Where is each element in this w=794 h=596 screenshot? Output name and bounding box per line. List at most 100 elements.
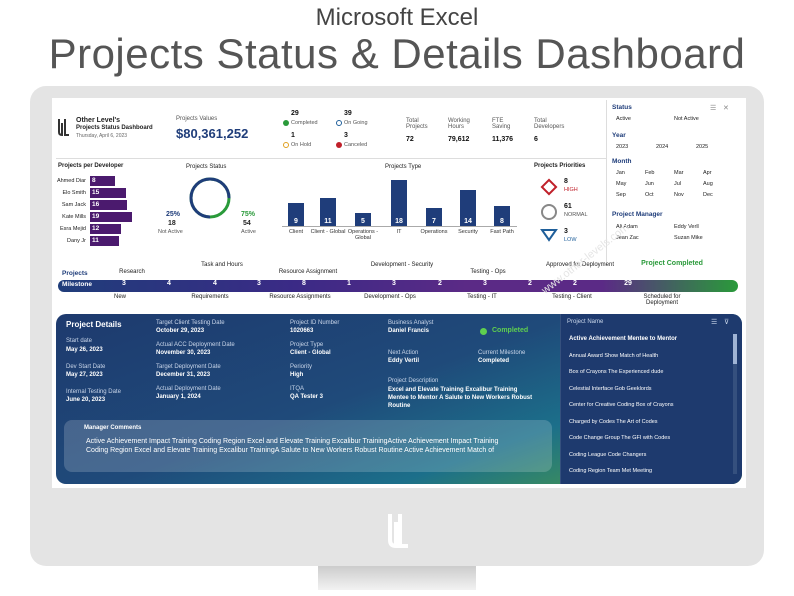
project-list-item[interactable]: Coding Region Team Met Meeting [569,468,653,474]
project-list-item[interactable]: Celestial Interface Gob Geeklords [569,385,652,392]
dev-name: Kate Mills [62,214,86,220]
current-milestone: Completed [478,358,510,364]
project-list-item[interactable]: Box of Crayons The Experienced dude [569,369,664,375]
slicer-year-2023[interactable]: 2023 [616,144,629,150]
project-id: 1020663 [290,328,314,334]
dev-name: Dany Jr [67,238,86,244]
slicer-month-item[interactable]: Nov [674,192,684,198]
type-category-label: Operations - Global [347,229,379,241]
status-donut-chart [189,177,231,219]
milestone-count: 3 [392,280,396,287]
dev-bar: 16 [90,200,128,210]
slicer-month-item[interactable]: Dec [703,192,713,198]
project-status: Completed [492,327,529,334]
active-count: 54 [243,220,251,227]
slicer-year-2025[interactable]: 2025 [696,144,709,150]
year-slicer-title: Year [612,132,626,139]
total-developers: 6 [534,136,538,143]
multiselect-icon[interactable]: ☰ [711,319,718,326]
header-subtitle: Microsoft Excel [315,4,479,31]
slicer-month-item[interactable]: Oct [645,192,654,198]
project-list-item[interactable]: Charged by Codes The Art of Codes [569,418,658,425]
filter-icon[interactable]: ⊽ [724,319,730,326]
slicer-month-item[interactable]: Feb [645,170,655,176]
dev-bar: 19 [90,212,132,222]
type-bar: 18 [391,180,407,226]
project-list-item[interactable]: Active Achievement Mentee to Mentor [569,336,678,342]
slicer-month-item[interactable]: Mar [674,170,684,176]
milestone-count: 2 [528,280,532,287]
dev-bar-value: 19 [92,213,100,220]
start-date-label: Start date [66,338,93,344]
type-bar-value: 5 [361,217,365,225]
project-type-label: Project Type [290,342,324,348]
milestone-stage-label: New [113,294,126,300]
project-list-item[interactable]: Code Change Group The GFI with Codes [569,435,671,441]
dev-bar-value: 11 [92,237,99,244]
milestone-count: 3 [483,280,487,287]
slicer-month-item[interactable]: Jun [645,181,654,187]
multiselect-icon[interactable]: ☰ [710,105,717,112]
canceled-count: 3 [344,132,348,139]
active-pct: 75% [241,211,256,218]
dashboard-title: Projects Status Dashboard [76,125,153,131]
type-chart-title: Projects Type [385,164,422,170]
slicer-month-item[interactable]: Aug [703,181,713,187]
normal-count: 61 [564,203,572,210]
dev-bar-value: 12 [92,225,100,232]
type-category-label: IT [396,229,402,235]
project-list-item[interactable]: Coding League Code Changers [569,451,647,458]
project-list: Project Name ☰ ⊽ Active Achievement Ment… [560,314,742,484]
not-active-count: 18 [168,220,176,227]
slicer-manager-item[interactable]: Jean Zac [616,235,639,241]
type-bar: 8 [494,205,510,226]
slicer-month-item[interactable]: Jul [674,181,682,187]
working-hours-label: Working Hours [448,118,470,130]
milestone-stage-label: Testing - Client [552,294,592,300]
slicer-month-item[interactable]: Sep [616,192,626,198]
current-milestone-label: Current Milestone [478,350,526,356]
slicer-year-2024[interactable]: 2024 [656,144,669,150]
milestone-stage-label: Scheduled for Deployment [643,294,681,306]
comments-box: Manager Comments Active Achievement Impa… [64,420,552,472]
slicer-status-active[interactable]: Active [616,116,631,122]
actual-acc: November 30, 2023 [156,350,211,356]
milestone-stage-label: Testing - IT [467,294,497,300]
manager-comments: Active Achievement Impact Training Codin… [86,438,499,454]
internal-testing-label: Internal Testing Date [66,389,121,395]
list-scrollbar[interactable] [733,334,737,474]
milestone-stage-label: Development - Ops [364,294,416,300]
type-category-label: Client - Global [310,229,346,235]
project-list-item[interactable]: Center for Creative Coding Box of Crayon… [569,402,674,408]
working-hours: 79,612 [448,136,470,143]
slicer-month-item[interactable]: May [616,181,627,187]
fte-saving-label: FTE Saving [492,118,511,130]
slicer-status-not-active[interactable]: Not Active [674,116,699,122]
milestone-count: 8 [302,280,306,287]
slicer-manager-item[interactable]: Eddy Verll [674,224,699,230]
dashboard-date: Thursday, April 6, 2023 [76,133,128,139]
dev-bar-value: 8 [92,177,96,184]
project-description: Excel and Elevate Training Excalibur Tra… [388,387,533,409]
slicer-month-item[interactable]: Jan [616,170,625,176]
canceled-label: Canceled [344,142,368,148]
high-count: 8 [564,178,568,185]
project-list-title: Project Name [567,319,604,325]
clear-filter-icon[interactable]: ✕ [723,105,729,112]
type-bar: 7 [426,208,442,226]
type-category-label: Fast Path [490,229,514,235]
project-list-item[interactable]: Annual Award Show Match of Health [569,352,659,359]
milestone-count: 3 [257,280,261,287]
next-action-label: Next Action [388,350,419,356]
type-bar: 5 [355,213,371,226]
ongoing-count: 39 [344,110,352,117]
target-client-label: Target Client Testing Date [156,320,225,326]
slicer-manager-item[interactable]: Ali Adam [616,224,638,230]
slicer-manager-item[interactable]: Suzan Mike [674,235,703,241]
dev-name: Elo Smith [62,190,86,196]
analyst: Daniel Francis [388,328,430,334]
milestone-stage-label: Requirements [191,294,229,300]
slicer-month-item[interactable]: Apr [703,170,712,176]
clock-icon [336,120,342,126]
cancel-icon [336,142,342,148]
